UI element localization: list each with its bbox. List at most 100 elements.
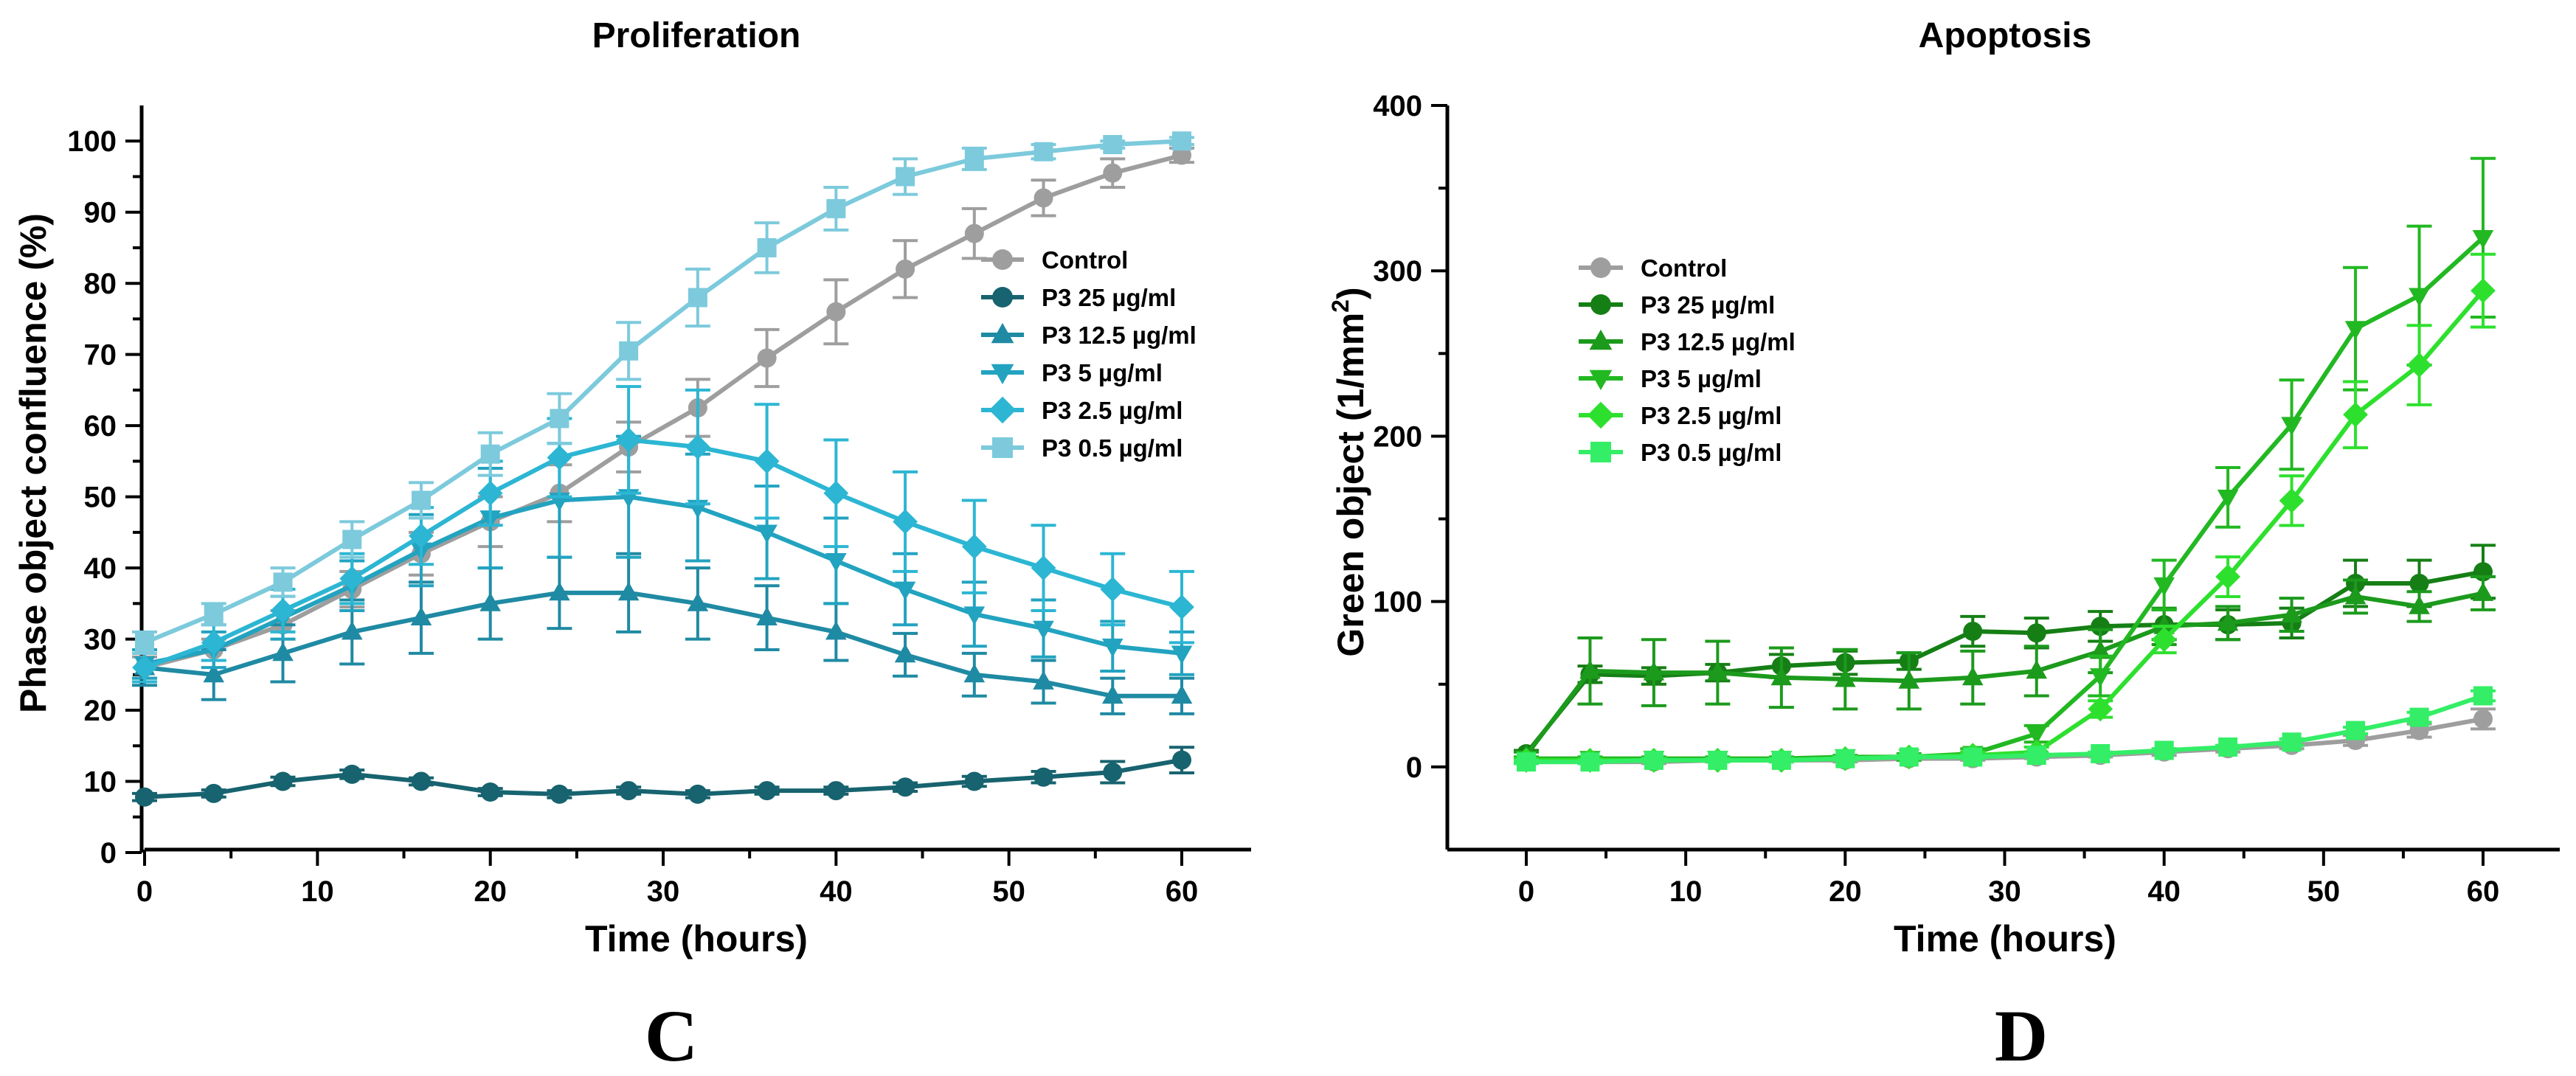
series-line: [1526, 693, 2484, 765]
data-point: [135, 633, 154, 653]
legend-entry: Control: [1579, 254, 1727, 282]
series-3: [132, 434, 1194, 680]
series-4: [132, 385, 1194, 684]
x-axis-label: Time (hours): [1894, 918, 2116, 959]
x-tick-label: 0: [136, 875, 153, 908]
x-tick-label: 30: [647, 875, 680, 908]
data-point: [480, 444, 500, 464]
data-point: [273, 771, 293, 791]
data-point: [2217, 490, 2239, 509]
axes: 0 100 200 300 400 0 10 20 30 40 50 60: [1373, 90, 2560, 908]
data-point: [1101, 638, 1123, 658]
data-point: [1898, 670, 1920, 689]
y-tick-label: 400: [1373, 90, 1422, 122]
data-point: [826, 781, 846, 801]
legend-entry: P3 2.5 µg/ml: [981, 396, 1183, 424]
data-point: [1771, 750, 1791, 770]
legend-marker: [1587, 401, 1615, 429]
panel-label: D: [1995, 995, 2048, 1076]
legend-entry: P3 25 µg/ml: [981, 284, 1176, 311]
series-1: [132, 746, 1194, 807]
data-point: [2409, 707, 2429, 727]
legend-label: P3 2.5 µg/ml: [1042, 397, 1183, 424]
data-point: [2344, 585, 2366, 605]
x-tick-label: 10: [1669, 875, 1703, 908]
legend-label: P3 2.5 µg/ml: [1641, 402, 1782, 429]
data-point: [2282, 732, 2302, 752]
data-point: [826, 198, 846, 218]
data-point: [757, 781, 777, 801]
data-point: [1707, 662, 1728, 681]
data-point: [756, 606, 778, 626]
legend: Control P3 25 µg/ml P3 12.5 µg/ml P3 5 µg/m…: [1579, 254, 1796, 466]
data-point: [273, 572, 293, 592]
data-point: [2409, 288, 2430, 307]
data-point: [480, 782, 500, 802]
data-point: [823, 480, 849, 506]
data-point: [2091, 743, 2111, 763]
x-tick-label: 40: [820, 875, 853, 908]
x-tick-label: 10: [301, 875, 334, 908]
data-point: [2409, 595, 2430, 614]
data-point: [1100, 577, 1126, 602]
data-point: [964, 771, 984, 791]
legend-entry: Control: [981, 246, 1128, 274]
y-axis-label-end: ): [1330, 287, 1371, 299]
data-point: [893, 509, 918, 535]
y-tick-label: 10: [84, 766, 117, 799]
y-tick-label: 60: [84, 410, 117, 442]
x-tick-label: 20: [1829, 875, 1862, 908]
x-tick-label: 60: [1166, 875, 1199, 908]
data-point: [2153, 577, 2175, 597]
y-axis-label: Green object (1/mm2): [1327, 287, 1371, 656]
data-point: [2089, 639, 2111, 659]
data-point: [619, 341, 639, 361]
data-point: [757, 348, 777, 368]
x-tick-label: 30: [1988, 875, 2021, 908]
data-point: [894, 643, 916, 663]
series-line: [144, 494, 1183, 667]
legend-marker: [1590, 442, 1611, 462]
data-point: [1103, 163, 1123, 183]
data-point: [203, 663, 225, 683]
data-point: [479, 592, 501, 611]
data-point: [963, 606, 986, 625]
legend-marker: [991, 322, 1014, 344]
data-point: [961, 534, 987, 560]
data-point: [201, 630, 226, 656]
legend-marker: [1589, 369, 1613, 391]
y-axis-label-main: Green object (1/mm: [1330, 313, 1371, 657]
data-point: [756, 524, 778, 544]
data-point: [2281, 603, 2302, 623]
data-point: [550, 784, 569, 804]
data-point: [825, 620, 847, 640]
apoptosis-chart: Apoptosis Green object (1/mm2) Time (hou…: [1327, 16, 2560, 1076]
data-point: [2088, 696, 2113, 722]
data-point: [1644, 750, 1663, 770]
y-tick-label: 50: [84, 482, 117, 514]
data-point: [1171, 645, 1193, 664]
data-point: [2217, 611, 2239, 631]
data-point: [270, 598, 296, 623]
data-point: [2026, 726, 2048, 745]
data-point: [1579, 659, 1601, 679]
legend-marker: [1589, 329, 1613, 350]
data-point: [2091, 617, 2111, 636]
data-point: [2472, 229, 2494, 249]
legend-marker: [988, 396, 1017, 424]
data-point: [410, 606, 432, 626]
data-point: [1033, 767, 1053, 787]
data-point: [2026, 659, 2048, 679]
data-point: [1835, 749, 1855, 768]
data-point: [2154, 740, 2174, 760]
data-point: [894, 581, 916, 600]
y-tick-label: 0: [100, 837, 117, 870]
legend-marker: [992, 249, 1013, 270]
data-point: [2218, 737, 2238, 757]
data-point: [1835, 668, 1856, 687]
legend-entry: P3 5 µg/ml: [981, 359, 1163, 386]
y-tick-label: 100: [67, 125, 117, 158]
data-point: [619, 781, 639, 801]
data-point: [964, 149, 984, 169]
